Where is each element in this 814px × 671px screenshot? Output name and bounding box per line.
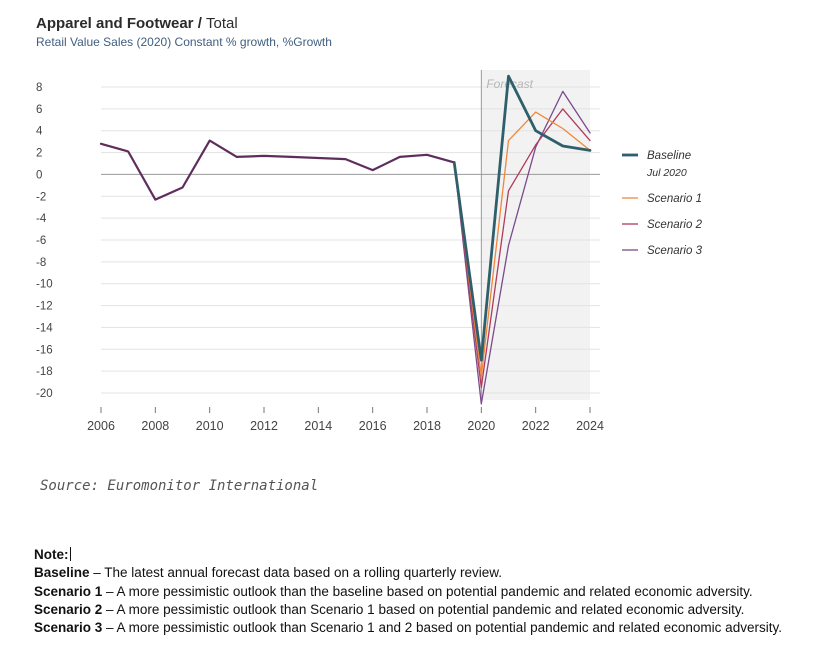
- x-tick-label: 2024: [576, 419, 604, 433]
- note-item: Scenario 1 – A more pessimistic outlook …: [34, 583, 794, 601]
- note-term: Scenario 1: [34, 583, 103, 599]
- notes-block: Note: Baseline – The latest annual forec…: [34, 546, 794, 637]
- y-tick-label: 6: [36, 104, 42, 116]
- note-text: – A more pessimistic outlook than Scenar…: [102, 620, 782, 636]
- y-tick-label: 8: [36, 82, 42, 94]
- y-tick-label: -20: [36, 388, 53, 400]
- note-text: – The latest annual forecast data based …: [89, 565, 503, 581]
- scenario-1-line: [453, 111, 591, 378]
- note-term: Scenario 3: [34, 620, 103, 636]
- note-term: Scenario 2: [34, 601, 103, 617]
- x-tick-label: 2022: [522, 419, 550, 433]
- notes-heading: Note:: [34, 547, 69, 562]
- x-tick-label: 2014: [304, 419, 332, 433]
- history-line: [99, 139, 456, 201]
- y-tick-label: -2: [36, 191, 46, 203]
- x-tick-label: 2020: [467, 419, 495, 433]
- y-tick-label: -4: [36, 213, 47, 225]
- note-term: Baseline: [34, 565, 90, 581]
- x-tick-label: 2010: [196, 419, 224, 433]
- x-tick-label: 2012: [250, 419, 278, 433]
- note-item: Scenario 2 – A more pessimistic outlook …: [34, 601, 794, 619]
- legend-label: Scenario 2: [647, 219, 703, 231]
- scenario-2-line: [453, 108, 591, 389]
- note-item: Baseline – The latest annual forecast da…: [34, 564, 794, 582]
- y-tick-label: -6: [36, 235, 46, 247]
- legend-label: Scenario 1: [647, 193, 702, 205]
- note-text: – A more pessimistic outlook than Scenar…: [102, 601, 745, 617]
- chart-subtitle: Retail Value Sales (2020) Constant % gro…: [36, 35, 332, 49]
- legend-label: Baseline: [647, 150, 691, 162]
- y-tick-label: 0: [36, 169, 42, 181]
- x-tick-label: 2006: [87, 419, 115, 433]
- note-item: Scenario 3 – A more pessimistic outlook …: [34, 619, 794, 637]
- y-tick-label: -16: [36, 344, 53, 356]
- y-tick-label: 4: [36, 126, 43, 138]
- y-tick-label: 2: [36, 148, 42, 160]
- chart-title: Apparel and Footwear / Total: [36, 15, 238, 32]
- x-tick-label: 2008: [141, 419, 169, 433]
- text-cursor: [69, 547, 71, 561]
- chart-title-sub: Total: [206, 15, 238, 32]
- baseline-line: [452, 74, 592, 362]
- scenario-3-line: [453, 90, 591, 405]
- legend-label: Scenario 3: [647, 245, 703, 257]
- y-tick-label: -14: [36, 322, 53, 334]
- line-chart: 8 6 4 2 0 -2 -4 -6 -8 -10 -12 -14 -16 -18 -20 Forecast 2…: [36, 70, 703, 433]
- x-tick-label: 2016: [359, 419, 387, 433]
- legend-label-sub: Jul 2020: [646, 167, 687, 179]
- y-tick-label: -10: [36, 279, 53, 291]
- forecast-region: [481, 70, 590, 400]
- y-tick-label: -12: [36, 301, 53, 313]
- y-tick-label: -8: [36, 257, 46, 269]
- note-text: – A more pessimistic outlook than the ba…: [102, 583, 753, 599]
- forecast-label: Forecast: [486, 77, 533, 91]
- notes-heading-row: Note:: [34, 546, 794, 564]
- source-note: Source: Euromonitor International: [40, 478, 319, 494]
- chart-title-main: Apparel and Footwear /: [36, 15, 202, 32]
- y-tick-label: -18: [36, 366, 53, 378]
- x-tick-label: 2018: [413, 419, 441, 433]
